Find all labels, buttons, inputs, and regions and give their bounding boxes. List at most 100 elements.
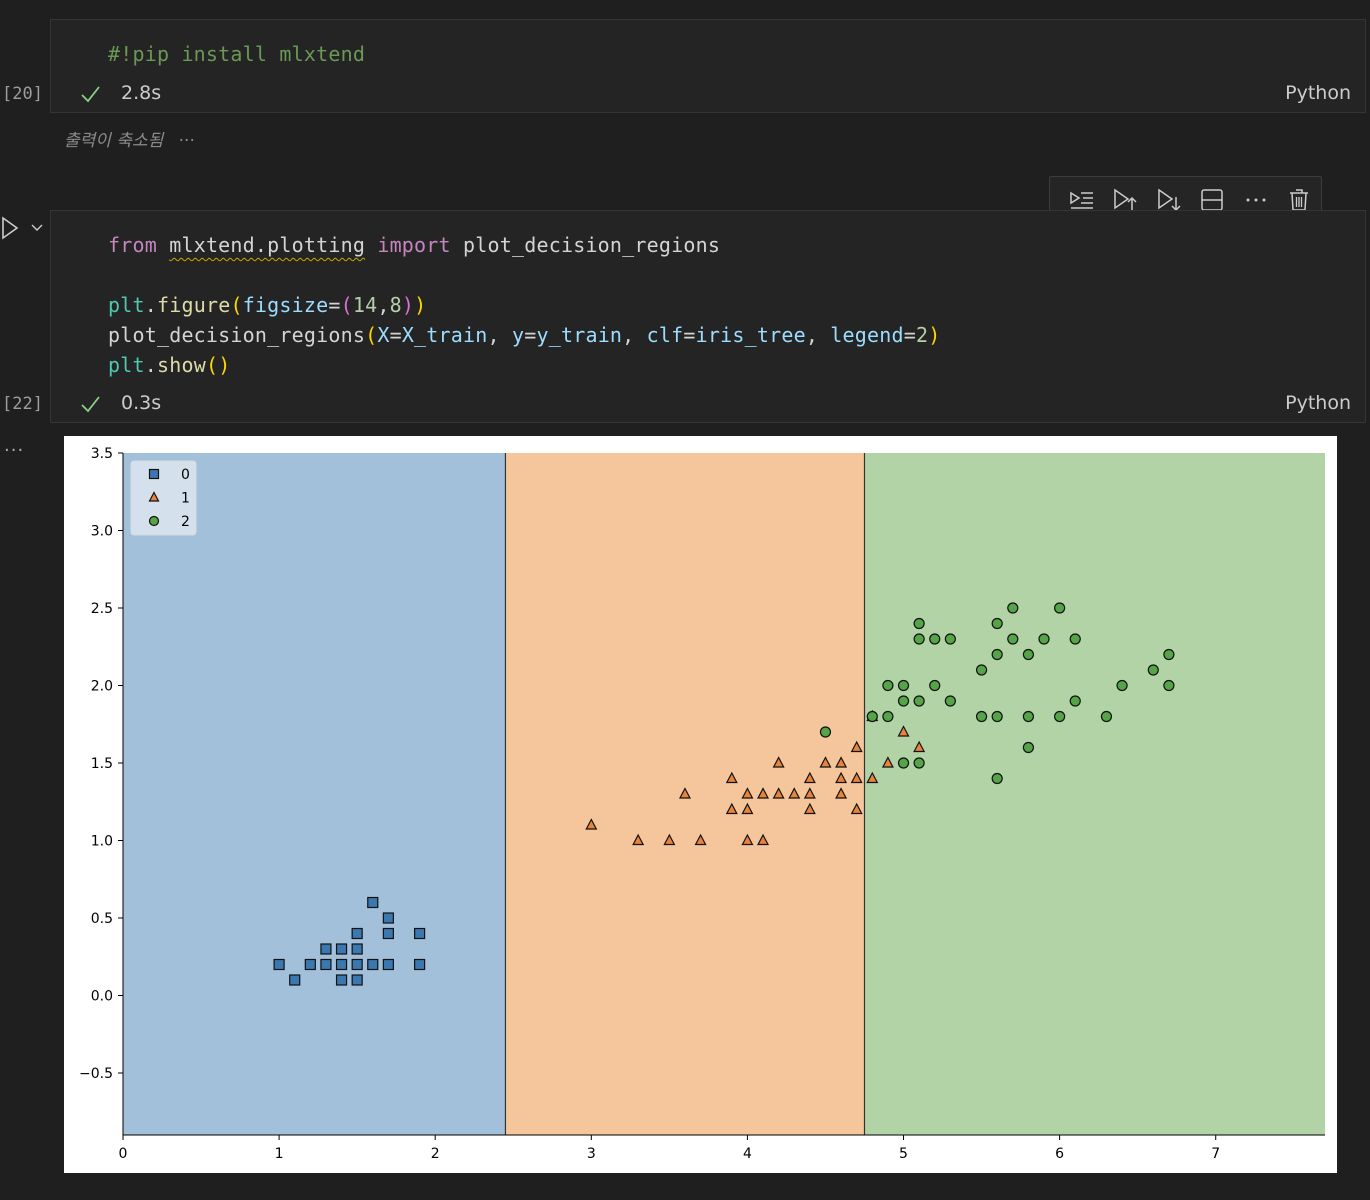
- legend-label: 1: [181, 491, 190, 507]
- output-collapsed[interactable]: 출력이 축소됨 ···: [64, 126, 195, 151]
- data-point-class-2: [882, 679, 894, 692]
- legend-label: 0: [181, 467, 190, 483]
- data-point-class-1: [881, 756, 894, 768]
- delete-cell-button[interactable]: [1278, 180, 1322, 220]
- run-icon: [2, 216, 43, 240]
- expand-dots[interactable]: ···: [178, 131, 195, 151]
- y-tick-label: 3.5: [91, 446, 113, 462]
- data-point-class-0: [273, 958, 285, 971]
- data-point-class-1: [772, 787, 785, 799]
- data-point-class-2: [929, 633, 941, 645]
- y-tick-label: 1.5: [91, 756, 113, 772]
- object-name: plt: [108, 293, 145, 317]
- keyword-import: import: [377, 233, 451, 257]
- split-cell-button[interactable]: [1191, 180, 1235, 220]
- data-point-class-0: [351, 943, 363, 955]
- code-line-1[interactable]: from mlxtend.plotting import plot_decisi…: [108, 233, 720, 257]
- data-point-class-0: [304, 958, 316, 971]
- region-0: [123, 453, 506, 1135]
- code-line-2[interactable]: plt.figure(figsize=(14,8)): [108, 293, 427, 317]
- param-name: clf: [646, 323, 684, 347]
- data-point-class-1: [866, 771, 879, 784]
- object-name: plt: [108, 353, 145, 377]
- keyword-from: from: [108, 233, 157, 257]
- code-cell-2[interactable]: from mlxtend.plotting import plot_decisi…: [50, 210, 1366, 423]
- more-actions-button[interactable]: [1234, 180, 1278, 220]
- x-tick-label: 5: [899, 1146, 908, 1162]
- data-point-class-0: [320, 943, 332, 955]
- param-name: y: [511, 323, 525, 347]
- data-point-class-2: [1007, 602, 1019, 614]
- language-label[interactable]: Python: [1285, 392, 1351, 414]
- data-point-class-2: [1038, 633, 1050, 645]
- data-point-class-1: [803, 787, 816, 799]
- number: 14: [352, 293, 378, 317]
- import-name: plot_decision_regions: [463, 233, 721, 257]
- data-point-class-2: [944, 695, 956, 707]
- data-point-class-2: [1116, 679, 1128, 692]
- execution-count: [22]: [2, 394, 43, 414]
- collapsed-text: 출력이 축소됨: [64, 131, 164, 151]
- data-point-class-0: [351, 974, 363, 986]
- code-line-4[interactable]: plt.show(): [108, 353, 231, 377]
- data-point-class-0: [382, 958, 394, 971]
- plot-output: 0 1 2 3 4 5 6 7 −0.5 0.0 0.5 1.0 1.5 2.0 2.5 3.0 3.5 0 1 2: [64, 436, 1337, 1173]
- run-cell-button[interactable]: [0, 215, 48, 241]
- data-point-class-0: [413, 927, 426, 940]
- x-tick-label: 7: [1211, 1146, 1220, 1162]
- data-point-class-2: [1069, 695, 1081, 707]
- data-point-class-1: [725, 802, 738, 815]
- data-point-class-0: [382, 927, 394, 940]
- function-name: show: [156, 353, 206, 377]
- more-icon: [1246, 198, 1266, 201]
- x-tick-label: 0: [119, 1146, 128, 1162]
- y-tick-label: 2.0: [91, 679, 113, 695]
- execute-above-button[interactable]: [1104, 180, 1148, 220]
- region-2: [864, 453, 1325, 1135]
- data-point-class-1: [850, 740, 863, 753]
- param-name: legend: [830, 323, 904, 347]
- data-point-class-1: [741, 802, 754, 815]
- language-label[interactable]: Python: [1285, 82, 1351, 104]
- execute-below-button[interactable]: [1147, 180, 1191, 220]
- execution-time: 2.8s: [121, 82, 162, 104]
- data-point-class-1: [835, 787, 848, 799]
- legend-marker-0: [148, 468, 160, 480]
- data-point-class-0: [351, 958, 363, 971]
- data-point-class-2: [1054, 710, 1066, 723]
- param-name: figsize: [242, 293, 329, 317]
- data-point-class-1: [850, 802, 863, 815]
- split-cell-icon: [1201, 188, 1223, 211]
- delete-icon: [1290, 188, 1309, 211]
- code-line[interactable]: #!pip install mlxtend: [108, 42, 366, 66]
- arg-value: iris_tree: [695, 323, 806, 347]
- y-tick-label: −0.5: [79, 1066, 113, 1082]
- data-point-class-2: [913, 757, 925, 769]
- code-line-3[interactable]: plot_decision_regions(X=X_train, y=y_tra…: [108, 323, 941, 347]
- function-name: plot_decision_regions: [108, 323, 366, 347]
- data-point-class-2: [1100, 710, 1113, 723]
- data-point-class-0: [351, 927, 363, 940]
- x-tick-label: 6: [1055, 1146, 1064, 1162]
- data-point-class-2: [913, 695, 925, 707]
- x-tick-label: 4: [743, 1146, 752, 1162]
- arg-value: y_train: [536, 323, 623, 347]
- code-cell-1[interactable]: #!pip install mlxtend 2.8s Python: [50, 19, 1366, 113]
- data-point-class-2: [1163, 648, 1175, 661]
- legend-marker-2: [148, 515, 160, 527]
- x-tick-label: 2: [431, 1146, 440, 1162]
- data-point-class-1: [757, 833, 770, 846]
- y-tick-label: 1.0: [91, 834, 113, 850]
- data-point-class-0: [320, 958, 332, 971]
- data-point-class-1: [803, 771, 816, 784]
- run-by-line-button[interactable]: [1060, 180, 1104, 220]
- data-point-class-2: [819, 726, 832, 738]
- data-point-class-0: [367, 958, 379, 971]
- legend: 0 1 2: [130, 460, 197, 536]
- data-point-class-2: [1163, 679, 1175, 692]
- data-point-class-1: [788, 787, 801, 799]
- output-actions-dots[interactable]: ···: [4, 440, 25, 461]
- data-point-class-0: [382, 912, 394, 924]
- data-point-class-0: [335, 958, 348, 971]
- data-point-class-1: [678, 787, 691, 799]
